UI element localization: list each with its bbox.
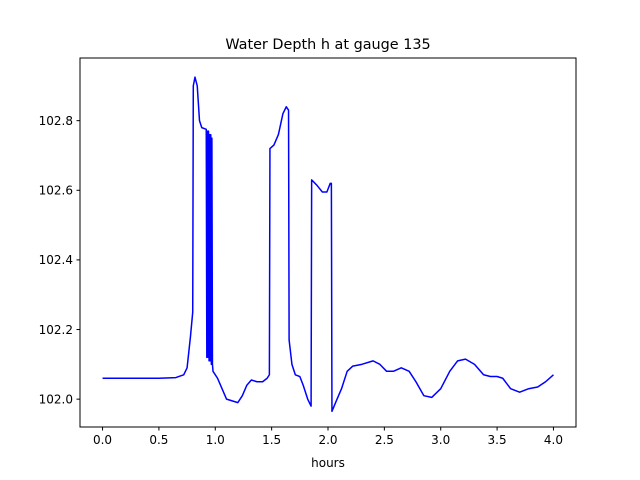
- x-tick-label: 1.5: [262, 433, 281, 447]
- x-axis-label: hours: [311, 456, 345, 470]
- x-tick-label: 0.5: [149, 433, 168, 447]
- series-line-0: [102, 76, 554, 413]
- y-tick-label: 102.0: [39, 392, 73, 406]
- x-tick-label: 0.0: [93, 433, 112, 447]
- x-tick-label: 4.0: [544, 433, 563, 447]
- x-tick-label: 2.0: [318, 433, 337, 447]
- plot-area: [102, 76, 554, 413]
- y-tick-label: 102.2: [39, 323, 73, 337]
- x-tick-label: 3.0: [431, 433, 450, 447]
- y-tick-label: 102.8: [39, 114, 73, 128]
- y-axis: 102.0 102.2 102.4 102.6 102.8: [39, 114, 80, 406]
- axes-frame: [79, 57, 577, 428]
- x-tick-label: 3.5: [488, 433, 507, 447]
- y-tick-label: 102.4: [39, 253, 73, 267]
- chart-title: Water Depth h at gauge 135: [225, 37, 430, 53]
- x-axis: 0.0 0.5 1.0 1.5 2.0 2.5 3.0 3.5 4.0: [93, 427, 563, 447]
- x-tick-label: 2.5: [375, 433, 394, 447]
- x-tick-label: 1.0: [206, 433, 225, 447]
- y-tick-label: 102.6: [39, 184, 73, 198]
